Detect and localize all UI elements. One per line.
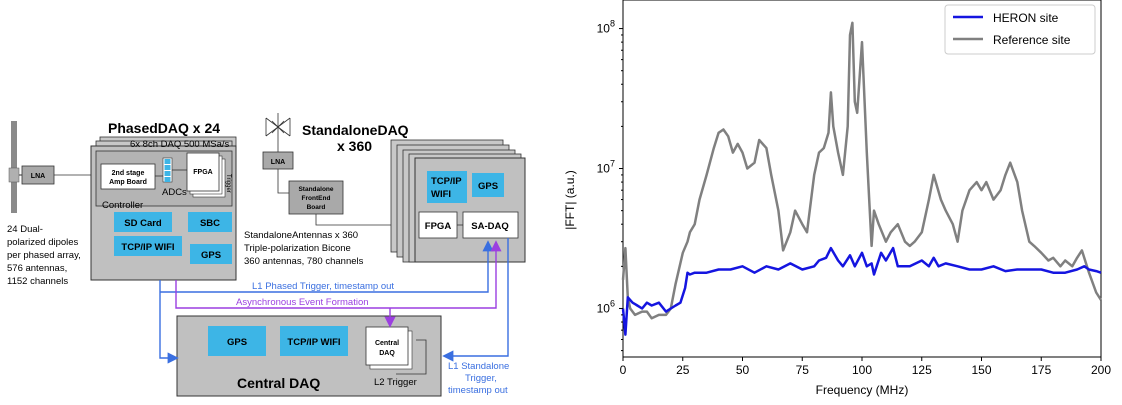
phased-lna-label: LNA <box>31 173 45 180</box>
async-event-arrows <box>175 240 502 328</box>
x-tick-label: 50 <box>736 363 750 377</box>
trigger-small-label: Trigger <box>225 174 231 193</box>
x-axis-label: Frequency (MHz) <box>816 383 909 397</box>
svg-text:FPGA: FPGA <box>425 221 452 232</box>
dipoles-description: 24 Dual- polarized dipoles per phased ar… <box>7 224 81 287</box>
daq-sample-rate-label: 6x 8ch DAQ 500 MSa/s <box>130 139 230 150</box>
svg-text:Central: Central <box>375 340 399 347</box>
standalone-gps-box <box>472 173 504 197</box>
central-tcpip-box <box>280 326 348 356</box>
standalone-daq-title: StandaloneDAQ <box>302 122 409 138</box>
phased-tcpip-box <box>114 236 182 256</box>
axis-ticks: 0 25 50 75 100 125 150 175 200 106 107 108 <box>597 19 1112 377</box>
phased-fpga-label: FPGA <box>193 169 212 176</box>
series-line-reference <box>621 21 1103 320</box>
central-daq-small-box <box>365 326 409 366</box>
svg-text:LNA: LNA <box>271 159 285 166</box>
svg-text:x 360: x 360 <box>337 138 372 154</box>
svg-text:SBC: SBC <box>200 218 220 229</box>
standalone-antennas-description: StandaloneAntennas x 360 Triple-polariza… <box>244 230 364 267</box>
daq-architecture-diagram: LNA 24 Dual- polarized dipoles per phase… <box>7 113 526 397</box>
svg-text:TCP/IP: TCP/IP <box>431 176 462 187</box>
svg-text:Standalone: Standalone <box>298 186 333 193</box>
standalone-tcpip-box <box>427 171 467 203</box>
svg-text:WIFI: WIFI <box>431 189 451 200</box>
svg-text:GPS: GPS <box>201 250 221 261</box>
series-line-heron <box>621 246 1102 336</box>
svg-text:DAQ: DAQ <box>379 350 395 357</box>
svg-text:GPS: GPS <box>227 337 247 348</box>
standalone-fpga-box <box>418 211 458 239</box>
x-tick-label: 0 <box>620 363 627 377</box>
x-tick-label: 25 <box>676 363 690 377</box>
phased-daq-title: PhasedDAQ x 24 <box>108 120 220 136</box>
svg-text:TCP/IP WIFI: TCP/IP WIFI <box>121 242 174 253</box>
x-tick-label: 150 <box>971 363 991 377</box>
phased-gps-box <box>190 244 232 264</box>
sa-daq-box <box>462 211 519 239</box>
bicone-antenna-icon <box>265 113 291 141</box>
x-tick-label: 125 <box>912 363 932 377</box>
controller-label: Controller <box>102 200 143 211</box>
l1-standalone-label: L1 Standalone Trigger, timestamp out <box>448 361 509 396</box>
svg-text:StandaloneAntennas x 360: StandaloneAntennas x 360 <box>244 230 358 241</box>
y-tick-label: 106 <box>597 298 615 315</box>
legend-heron-label: HERON site <box>993 11 1059 25</box>
svg-text:Board: Board <box>307 204 326 211</box>
adcs-label: ADCs <box>162 187 187 198</box>
plot-lines <box>621 21 1103 336</box>
y-tick-label: 107 <box>597 159 615 176</box>
svg-text:timestamp out: timestamp out <box>448 385 508 396</box>
svg-text:576 antennas,: 576 antennas, <box>7 263 67 274</box>
async-event-label: Asynchronous Event Formation <box>236 297 369 308</box>
l1-standalone-arrow <box>442 238 509 362</box>
central-daq-title: Central DAQ <box>237 375 320 391</box>
l1-phased-trigger-arrows <box>159 240 494 364</box>
x-tick-label: 75 <box>796 363 810 377</box>
svg-text:GPS: GPS <box>478 181 498 192</box>
svg-text:1152 channels: 1152 channels <box>7 276 68 287</box>
central-gps-box <box>208 326 266 356</box>
sd-card-box <box>114 212 172 232</box>
svg-text:SA-DAQ: SA-DAQ <box>471 221 508 232</box>
svg-text:Triple-polarization Bicone: Triple-polarization Bicone <box>244 243 351 254</box>
svg-text:24 Dual-: 24 Dual- <box>7 224 43 235</box>
svg-text:2nd stage: 2nd stage <box>112 170 145 177</box>
svg-text:360 antennas, 780 channels: 360 antennas, 780 channels <box>244 256 364 267</box>
svg-text:FrontEnd: FrontEnd <box>302 195 331 202</box>
amp-board-box <box>100 163 156 190</box>
chart-legend: HERON site Reference site <box>944 4 1096 55</box>
y-axis-label: |FFT| (a.u.) <box>563 170 577 230</box>
svg-text:Amp Board: Amp Board <box>109 179 147 186</box>
l2-trigger-label: L2 Trigger <box>374 377 417 388</box>
y-tick-label: 108 <box>597 19 615 36</box>
svg-text:L1 Standalone: L1 Standalone <box>448 361 509 372</box>
x-tick-label: 200 <box>1091 363 1111 377</box>
svg-text:polarized dipoles: polarized dipoles <box>7 237 79 248</box>
sbc-box <box>188 212 232 232</box>
x-tick-label: 175 <box>1031 363 1051 377</box>
svg-text:Trigger,: Trigger, <box>465 373 497 384</box>
svg-text:per phased array,: per phased array, <box>7 250 81 261</box>
x-tick-label: 100 <box>852 363 872 377</box>
svg-text:SD Card: SD Card <box>124 218 162 229</box>
l1-phased-trigger-label: L1 Phased Trigger, timestamp out <box>252 281 394 292</box>
legend-reference-label: Reference site <box>993 33 1071 47</box>
svg-text:TCP/IP WIFI: TCP/IP WIFI <box>287 337 340 348</box>
phased-fpga-box <box>186 152 220 192</box>
